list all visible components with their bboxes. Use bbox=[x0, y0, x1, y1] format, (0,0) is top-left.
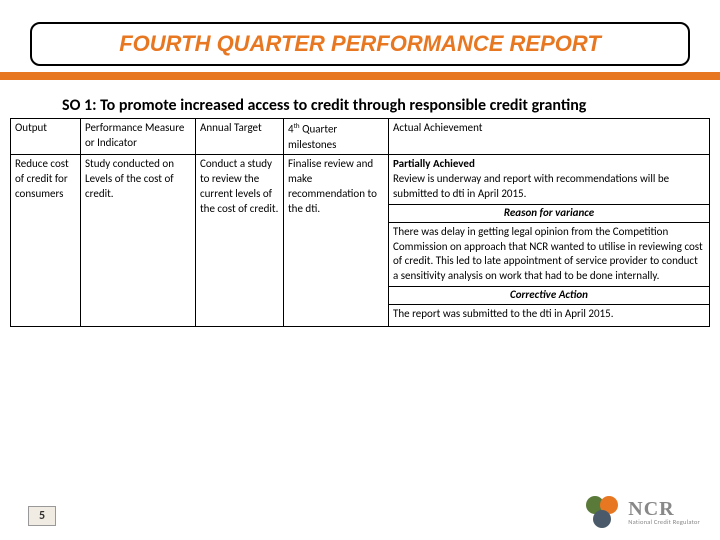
corrective-header: Corrective Action bbox=[389, 286, 709, 305]
logo-text: NCR National Credit Regulator bbox=[628, 499, 700, 526]
cell-target: Conduct a study to review the current le… bbox=[196, 155, 284, 326]
logo-ncr-text: NCR bbox=[628, 499, 700, 519]
reason-header: Reason for variance bbox=[389, 204, 709, 223]
achievement-text: Review is underway and report with recom… bbox=[393, 172, 705, 202]
cell-milestones: Finalise review and make recommendation … bbox=[284, 155, 389, 326]
page-number: 5 bbox=[28, 506, 56, 526]
cell-output: Reduce cost of credit for consumers bbox=[11, 155, 81, 326]
corrective-text: The report was submitted to the dti in A… bbox=[393, 305, 705, 324]
title-box: FOURTH QUARTER PERFORMANCE REPORT bbox=[30, 22, 690, 66]
achievement-status: Partially Achieved bbox=[393, 157, 705, 172]
cell-measure: Study conducted on Levels of the cost of… bbox=[81, 155, 196, 326]
logo-circles-icon bbox=[580, 494, 622, 530]
table-row: Reduce cost of credit for consumers Stud… bbox=[11, 155, 710, 326]
header-output: Output bbox=[11, 119, 81, 155]
reason-text: There was delay in getting legal opinion… bbox=[393, 223, 705, 286]
accent-bar bbox=[0, 72, 720, 80]
header-milestones: 4th Quarter milestones bbox=[284, 119, 389, 155]
ncr-logo: NCR National Credit Regulator bbox=[580, 494, 700, 530]
header-measure: Performance Measure or Indicator bbox=[81, 119, 196, 155]
subtitle: SO 1: To promote increased access to cre… bbox=[62, 96, 586, 115]
logo-subtitle: National Credit Regulator bbox=[628, 519, 700, 526]
reason-section: Reason for variance There was delay in g… bbox=[393, 204, 705, 324]
table-header-row: Output Performance Measure or Indicator … bbox=[11, 119, 710, 155]
header-achievement: Actual Achievement bbox=[389, 119, 710, 155]
page-title: FOURTH QUARTER PERFORMANCE REPORT bbox=[119, 31, 601, 57]
performance-table: Output Performance Measure or Indicator … bbox=[10, 118, 710, 327]
cell-achievement: Partially Achieved Review is underway an… bbox=[389, 155, 710, 326]
header-target: Annual Target bbox=[196, 119, 284, 155]
